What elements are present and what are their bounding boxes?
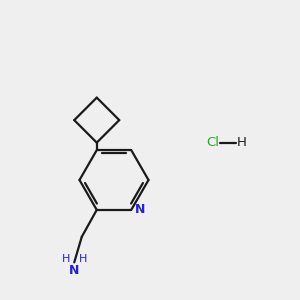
Text: H: H [236, 136, 246, 149]
Text: H: H [79, 254, 87, 264]
Text: Cl: Cl [206, 136, 219, 149]
Text: N: N [135, 203, 146, 216]
Text: H: H [62, 254, 70, 264]
Text: N: N [69, 264, 80, 277]
